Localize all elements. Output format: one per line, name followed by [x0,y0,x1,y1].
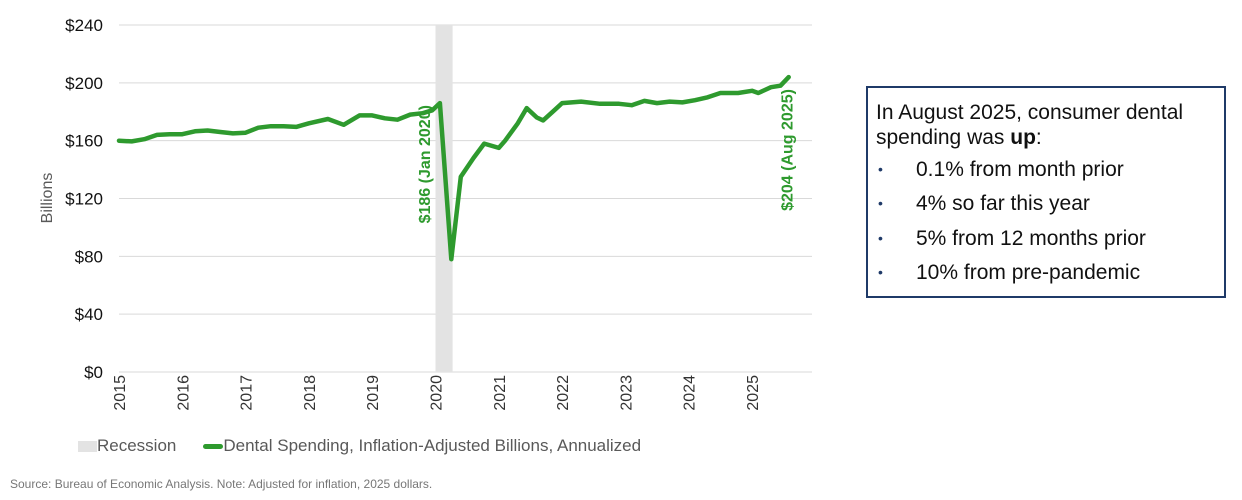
bullet-icon: • [878,160,883,177]
bullet-icon: • [878,195,883,212]
legend-recession-label: Recession [97,436,177,455]
intro-bold: up [1010,126,1036,149]
intro-text: In August 2025, consumer dental spending… [876,101,1184,149]
x-tick-label: 2016 [175,375,192,411]
y-tick-label: $40 [75,305,103,324]
list-item: • 4% so far this year [876,187,1224,222]
intro-suffix: : [1035,126,1042,149]
callout-intro: In August 2025, consumer dental spending… [876,100,1224,150]
source-note: Source: Bureau of Economic Analysis. Not… [10,477,433,491]
x-tick-label: 2022 [555,375,572,411]
x-tick-label: 2024 [682,375,699,411]
x-tick-label: 2025 [745,375,762,411]
recession-band [435,25,453,372]
list-item-text: 5% from 12 months prior [916,226,1146,250]
y-tick-label: $120 [65,190,103,209]
callout-list: • 0.1% from month prior • 4% so far this y… [876,152,1224,290]
list-item-text: 0.1% from month prior [916,157,1124,181]
legend-series-label: Dental Spending, Inflation-Adjusted Bill… [223,436,642,455]
list-item: • 0.1% from month prior [876,152,1224,187]
summary-callout: In August 2025, consumer dental spending… [866,86,1226,298]
x-tick-label: 2018 [302,375,319,411]
list-item-text: 10% from pre-pandemic [916,261,1141,285]
bullet-icon: • [878,264,883,281]
x-tick-label: 2023 [618,375,635,411]
legend-series-swatch [203,443,224,449]
series-line-dental-spending [116,74,791,262]
bullet-icon: • [878,229,883,246]
annotation-aug-2025: $204 (Aug 2025) [780,89,797,211]
x-tick-label: 2021 [492,375,509,411]
y-tick-label: $240 [65,16,103,35]
y-tick-label: $80 [75,247,103,266]
line-chart: $0 $40 $80 $120 $160 $200 $240 2015 2016 2017 2018… [39,16,812,411]
list-item: • 10% from pre-pandemic [876,256,1224,291]
list-item: • 5% from 12 months prior [876,221,1224,256]
legend: Recession Dental Spending, Inflation-Adj… [78,436,641,456]
y-tick-label: $160 [65,132,103,151]
list-item-text: 4% so far this year [916,192,1090,216]
x-tick-label: 2015 [112,375,129,411]
x-tick-label: 2019 [365,375,382,411]
y-tick-label: $0 [84,363,103,382]
y-axis-label: Billions [39,173,56,224]
annotation-jan-2020: $186 (Jan 2020) [417,105,434,223]
legend-recession-swatch [78,440,97,452]
x-tick-label: 2020 [429,375,446,411]
x-tick-label: 2017 [239,375,256,411]
y-tick-label: $200 [65,74,103,93]
